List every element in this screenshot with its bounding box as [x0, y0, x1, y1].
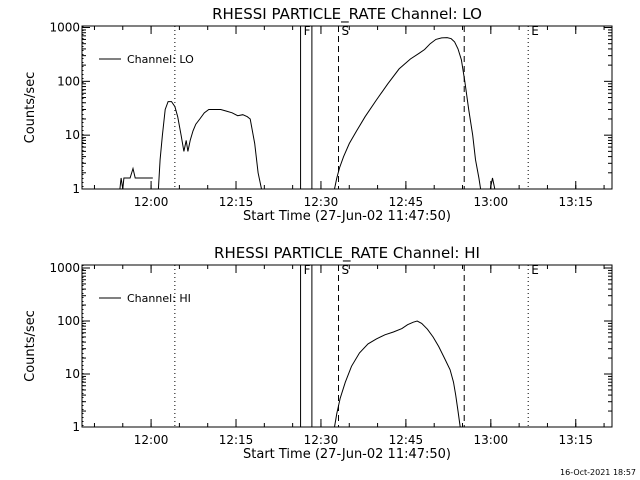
marker-label: E — [531, 263, 539, 277]
y-tick-label: 10 — [65, 367, 80, 381]
x-tick-label: 13:00 — [474, 433, 509, 447]
y-tick-label: 1 — [72, 420, 80, 434]
legend-label: Channel: LO — [127, 53, 194, 66]
x-tick-label: 12:45 — [389, 433, 424, 447]
marker-label: F — [304, 24, 311, 38]
series-line-segment — [119, 166, 153, 190]
y-tick-label: 1 — [72, 182, 80, 196]
plot-frame — [81, 25, 613, 190]
series-line-segment — [157, 101, 262, 190]
x-axis-label: Start Time (27-Jun-02 11:47:50) — [243, 447, 451, 462]
series-line-segment — [334, 37, 482, 190]
marker-label: S — [342, 24, 350, 38]
y-tick-label: 10 — [65, 128, 80, 142]
marker-label: S — [342, 263, 350, 277]
marker-label: E — [531, 24, 539, 38]
y-axis-label: Counts/sec — [23, 310, 38, 382]
y-tick-label: 1000 — [49, 21, 80, 35]
x-tick-label: 13:15 — [558, 195, 593, 209]
x-axis-label: Start Time (27-Jun-02 11:47:50) — [243, 209, 451, 224]
x-tick-label: 12:45 — [389, 195, 424, 209]
x-tick-label: 12:00 — [134, 195, 169, 209]
x-tick-label: 12:00 — [134, 433, 169, 447]
x-tick-label: 13:00 — [474, 195, 509, 209]
chart-title: RHESSI PARTICLE_RATE Channel: HI — [214, 244, 480, 263]
x-tick-label: 12:30 — [304, 433, 339, 447]
y-tick-label: 1000 — [49, 261, 80, 275]
footer-timestamp: 16-Oct-2021 18:57 — [560, 468, 636, 477]
x-tick-label: 12:15 — [219, 433, 254, 447]
y-tick-label: 100 — [57, 74, 80, 88]
plot-frame — [81, 264, 613, 428]
series-line-segment — [334, 320, 461, 428]
y-axis-label: Counts/sec — [23, 72, 38, 144]
x-tick-label: 12:30 — [304, 195, 339, 209]
x-tick-label: 12:15 — [219, 195, 254, 209]
chart-title: RHESSI PARTICLE_RATE Channel: LO — [212, 5, 482, 24]
panel-lo: RHESSI PARTICLE_RATE Channel: LOF S E 1 10 10… — [23, 5, 613, 224]
x-tick-label: 13:15 — [558, 433, 593, 447]
marker-label: F — [304, 263, 311, 277]
legend-label: Channel: HI — [127, 292, 191, 305]
y-tick-label: 100 — [57, 314, 80, 328]
panel-hi: RHESSI PARTICLE_RATE Channel: HIF S E 1 10 10… — [23, 244, 613, 462]
